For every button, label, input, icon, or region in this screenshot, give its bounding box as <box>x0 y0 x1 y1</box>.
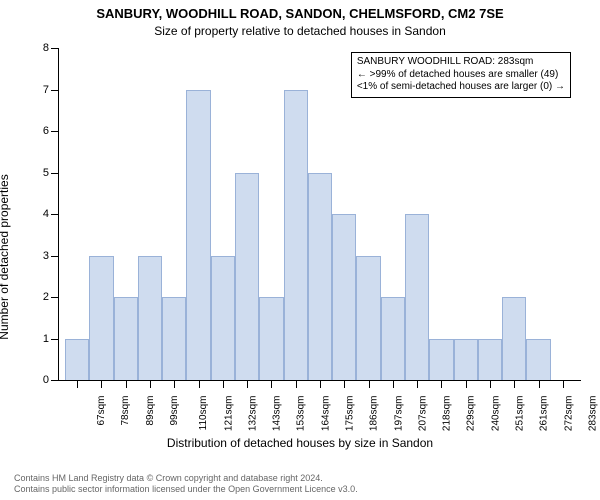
bar <box>526 339 550 381</box>
y-tick-label: 1 <box>43 333 49 345</box>
bar <box>454 339 478 381</box>
bar <box>235 173 259 381</box>
x-tick-label: 143sqm <box>272 396 283 432</box>
x-tick-label: 89sqm <box>145 396 156 426</box>
annotation-box: SANBURY WOODHILL ROAD: 283sqm← >99% of d… <box>351 52 571 98</box>
y-tick <box>51 339 59 340</box>
y-axis-label: Number of detached properties <box>0 174 11 339</box>
footer-line-2: Contains public sector information licen… <box>14 484 358 496</box>
y-tick-label: 8 <box>43 42 49 54</box>
y-tick <box>51 173 59 174</box>
x-tick-label: 283sqm <box>587 396 598 432</box>
bar <box>356 256 380 381</box>
bar <box>89 256 113 381</box>
y-tick <box>51 48 59 49</box>
x-tick <box>174 380 175 388</box>
x-tick <box>126 380 127 388</box>
x-tick <box>344 380 345 388</box>
bar <box>429 339 453 381</box>
x-tick-label: 110sqm <box>198 396 209 431</box>
histogram-chart: SANBURY, WOODHILL ROAD, SANDON, CHELMSFO… <box>0 0 600 500</box>
y-tick <box>51 256 59 257</box>
footer-line-1: Contains HM Land Registry data © Crown c… <box>14 473 358 485</box>
x-tick <box>490 380 491 388</box>
x-tick-label: 261sqm <box>539 396 550 432</box>
annotation-line: ← >99% of detached houses are smaller (4… <box>357 69 565 82</box>
bar <box>138 256 162 381</box>
y-tick-label: 6 <box>43 125 49 137</box>
y-tick-label: 2 <box>43 291 49 303</box>
y-tick-label: 4 <box>43 208 49 220</box>
y-tick <box>51 380 59 381</box>
annotation-line: SANBURY WOODHILL ROAD: 283sqm <box>357 56 565 69</box>
y-tick <box>51 297 59 298</box>
bar <box>502 297 526 380</box>
x-tick <box>539 380 540 388</box>
chart-title-main: SANBURY, WOODHILL ROAD, SANDON, CHELMSFO… <box>0 6 600 21</box>
x-tick <box>150 380 151 388</box>
y-tick-label: 7 <box>43 84 49 96</box>
x-tick-label: 153sqm <box>296 396 307 432</box>
y-tick-label: 3 <box>43 250 49 262</box>
x-tick-label: 186sqm <box>369 396 380 432</box>
x-tick-label: 251sqm <box>515 396 526 432</box>
footer-attribution: Contains HM Land Registry data © Crown c… <box>14 473 358 496</box>
x-tick <box>296 380 297 388</box>
bar <box>65 339 89 381</box>
bar <box>211 256 235 381</box>
bar <box>186 90 210 381</box>
x-tick <box>393 380 394 388</box>
x-tick-label: 78sqm <box>120 396 131 426</box>
x-tick-label: 175sqm <box>345 396 356 432</box>
bar <box>332 214 356 380</box>
y-tick <box>51 90 59 91</box>
x-tick <box>417 380 418 388</box>
y-tick-label: 5 <box>43 167 49 179</box>
x-tick-label: 207sqm <box>417 396 428 432</box>
bar <box>381 297 405 380</box>
x-axis-label: Distribution of detached houses by size … <box>0 436 600 450</box>
x-tick-label: 240sqm <box>490 396 501 432</box>
x-tick <box>199 380 200 388</box>
x-tick-label: 121sqm <box>223 396 234 432</box>
x-tick <box>101 380 102 388</box>
x-tick-label: 132sqm <box>247 396 258 432</box>
x-tick <box>223 380 224 388</box>
x-tick-label: 67sqm <box>96 396 107 426</box>
bar <box>114 297 138 380</box>
annotation-line: <1% of semi-detached houses are larger (… <box>357 81 565 94</box>
x-tick <box>441 380 442 388</box>
x-tick-label: 164sqm <box>320 396 331 432</box>
x-tick <box>466 380 467 388</box>
x-tick <box>320 380 321 388</box>
x-tick-label: 272sqm <box>563 396 574 432</box>
x-tick <box>77 380 78 388</box>
y-tick <box>51 214 59 215</box>
x-tick <box>563 380 564 388</box>
x-tick-label: 218sqm <box>442 396 453 432</box>
x-tick-label: 197sqm <box>393 396 404 432</box>
plot-area: SANBURY WOODHILL ROAD: 283sqm← >99% of d… <box>58 48 581 381</box>
bar <box>162 297 186 380</box>
y-tick <box>51 131 59 132</box>
bar <box>478 339 502 381</box>
bar <box>405 214 429 380</box>
x-tick-label: 99sqm <box>169 396 180 426</box>
bar <box>284 90 308 381</box>
chart-title-sub: Size of property relative to detached ho… <box>0 24 600 38</box>
y-tick-label: 0 <box>43 374 49 386</box>
x-tick <box>514 380 515 388</box>
x-tick <box>369 380 370 388</box>
x-tick-label: 229sqm <box>466 396 477 432</box>
bar <box>259 297 283 380</box>
x-tick <box>247 380 248 388</box>
x-tick <box>271 380 272 388</box>
bar <box>308 173 332 381</box>
